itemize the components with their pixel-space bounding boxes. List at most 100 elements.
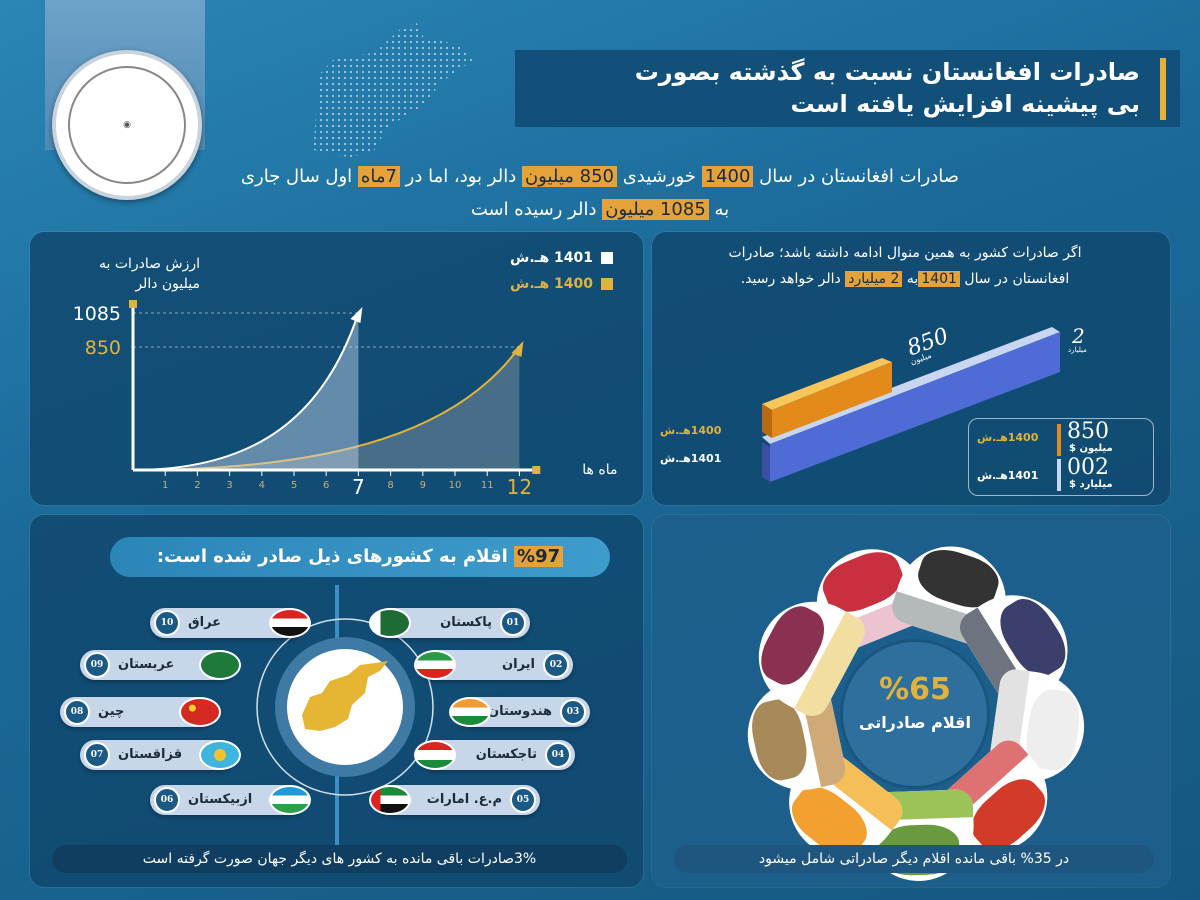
axis-year-1400: 1400هـ.ش: [660, 424, 722, 437]
country-rank-badge: 09: [84, 652, 110, 678]
highlight-2-billion: 2 میلیارد: [845, 271, 903, 287]
country-rank-badge: 01: [500, 610, 526, 636]
y-axis-label: ارزش صادرات به میلیون دالر: [98, 256, 200, 292]
country-item: 05 م.ع. امارات: [369, 785, 540, 815]
legend-year-1401: 1401هـ.ش: [977, 469, 1039, 482]
bar-1401-front: [770, 332, 1060, 482]
x-tick-label: 8: [387, 480, 393, 491]
country-rank-badge: 06: [154, 787, 180, 813]
3d-bar-chart: [762, 327, 1060, 482]
country-name: هندوستان: [488, 704, 552, 719]
destinations-header: %97 اقلام به کشورهای ذیل صادر شده است:: [110, 537, 610, 577]
x-tick-label: 12: [507, 475, 532, 499]
x-tick-label: 1: [162, 480, 168, 491]
x-tick-label: 4: [259, 480, 265, 491]
projection-legend-box: 1400هـ.ش 850 میلیون $ 1401هـ.ش 002 میلیا…: [968, 418, 1154, 496]
products-footer: در 35% باقی مانده اقلام دیگر صادراتی شام…: [674, 845, 1154, 873]
projection-text-part: افغانستان در سال: [959, 271, 1070, 287]
country-rank-badge: 04: [545, 742, 571, 768]
country-name: چین: [98, 704, 125, 719]
y-tick-label: 850: [85, 337, 121, 359]
country-rank-badge: 07: [84, 742, 110, 768]
export-destinations-panel: %97 اقلام به کشورهای ذیل صادر شده است: 0…: [30, 515, 643, 887]
destinations-footer: 3%صادرات باقی مانده به کشور های دیگر جها…: [52, 845, 627, 873]
title-banner: صادرات افغانستان نسبت به گذشته بصورت بی …: [515, 50, 1180, 127]
country-rank-badge: 10: [154, 610, 180, 636]
country-name: عربستان: [118, 657, 175, 672]
highlight-1085: 1085 میلیون: [602, 199, 709, 220]
afghanistan-dot-map: [313, 22, 473, 158]
title-accent-bar: [1160, 58, 1166, 120]
projection-line-1: اگر صادرات کشور به همین منوال ادامه داشت…: [728, 245, 1082, 261]
legend-label: 1400 هـ.ش: [510, 276, 593, 292]
destinations-header-text: اقلام به کشورهای ذیل صادر شده است:: [156, 546, 515, 567]
highlight-year: 1400: [701, 166, 754, 187]
bar-1401-unit: میلیارد: [1068, 346, 1087, 354]
country-rank-badge: 03: [560, 699, 586, 725]
afghanistan-map-icon: [302, 661, 388, 731]
highlight-1401: 1401: [918, 271, 960, 287]
series-area: [133, 347, 520, 470]
series-area: [133, 313, 359, 470]
bar-1400-top: [762, 358, 892, 410]
intro-text: صادرات افغانستان در سال 1400 خورشیدی 850…: [40, 160, 1160, 226]
legend-unit-million: میلیون $: [1069, 443, 1113, 454]
ministry-seal-logo: ◉: [52, 50, 202, 200]
country-rank-badge: 05: [510, 787, 536, 813]
x-axis-end-marker: [532, 466, 541, 474]
projection-text-part: دالر خواهد رسید.: [740, 271, 846, 287]
country-item: 03 هندوستان: [449, 697, 590, 727]
legend-label: 1401 هـ.ش: [510, 250, 593, 266]
country-flag-icon: [414, 740, 456, 770]
outer-ring: [256, 618, 434, 796]
country-flag-icon: [179, 697, 221, 727]
country-rank-badge: 08: [64, 699, 90, 725]
export-growth-chart-panel: ارزش صادرات به میلیون دالر 1401 هـ.ش 140…: [30, 232, 643, 505]
export-products-panel: %65 اقلام صادراتی در 35% باقی مانده اقلا…: [652, 515, 1170, 887]
country-flag-icon: [414, 650, 456, 680]
title-line-2: بی پیشینه افزایش یافته است: [790, 90, 1140, 118]
country-flag-icon: [269, 608, 311, 638]
country-item: 08 چین: [60, 697, 221, 727]
legend-1401: 1401 هـ.ش: [510, 250, 613, 266]
products-center-circle: %65 اقلام صادراتی: [840, 639, 990, 789]
country-flag-icon: [369, 608, 411, 638]
series-line: [132, 312, 360, 471]
connector-ring: [256, 618, 434, 796]
intro-text-part: به: [708, 199, 730, 220]
country-name: قزاقستان: [118, 747, 183, 762]
series-line: [132, 346, 521, 471]
country-item: 10 عراق: [150, 608, 311, 638]
x-tick-label: 3: [226, 480, 232, 491]
legend-unit-billion: میلیارد $: [1069, 479, 1113, 490]
x-axis-label: ماه ها: [582, 462, 617, 478]
y-axis-end-marker: [129, 300, 137, 308]
projection-text: اگر صادرات کشور به همین منوال ادامه داشت…: [660, 240, 1150, 292]
country-name: پاکستان: [440, 615, 492, 630]
projection-text-part: به: [902, 271, 919, 287]
bar-1401-top: [762, 327, 1060, 444]
axis-year-1401: 1401هـ.ش: [660, 452, 722, 465]
legend-bar-light: [1057, 459, 1061, 491]
bar-1401-value: 2: [1072, 324, 1085, 348]
country-item: 07 قزاقستان: [80, 740, 241, 770]
legend-swatch-white: [601, 252, 613, 264]
country-rank-badge: 02: [543, 652, 569, 678]
x-tick-label: 9: [420, 480, 426, 491]
products-label: اقلام صادراتی: [859, 713, 971, 732]
country-item: 09 عربستان: [80, 650, 241, 680]
bar-1400-front: [772, 362, 892, 438]
x-tick-label: 7: [352, 475, 365, 499]
country-item: 06 ازبیکستان: [150, 785, 311, 815]
x-tick-label: 2: [194, 480, 200, 491]
series-arrowhead: [350, 307, 363, 323]
intro-text-part: صادرات افغانستان در سال: [753, 166, 960, 187]
country-item: 02 ایران: [414, 650, 573, 680]
highlight-7months: 7ماه: [357, 166, 400, 187]
x-tick-label: 5: [291, 480, 297, 491]
title-line-1: صادرات افغانستان نسبت به گذشته بصورت: [634, 58, 1140, 86]
country-flag-icon: [199, 650, 241, 680]
legend-1400: 1400 هـ.ش: [510, 276, 613, 292]
country-item: 04 تاجکستان: [414, 740, 575, 770]
